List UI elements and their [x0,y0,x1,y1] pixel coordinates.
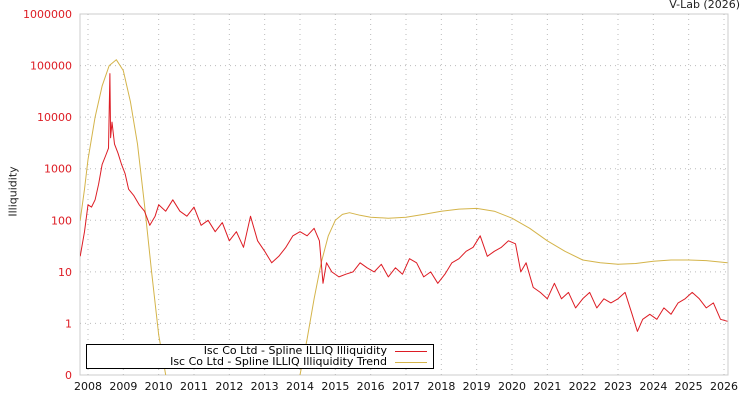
x-tick-label: 2009 [109,380,137,393]
y-tick-label: 1000 [44,163,72,176]
illiquidity-trend-line [80,59,728,375]
y-tick-label: 1000000 [23,8,72,21]
x-tick-label: 2020 [498,380,526,393]
x-tick-label: 2017 [392,380,420,393]
y-axis-label: Illiquidity [6,166,20,217]
x-tick-label: 2022 [569,380,597,393]
x-tick-label: 2015 [321,380,349,393]
credit-label: V-Lab (2026) [669,0,740,11]
y-tick-label: 100000 [30,60,72,73]
x-tick-label: 2024 [639,380,667,393]
x-tick-label: 2016 [357,380,385,393]
y-tick-label: 1 [65,317,72,330]
y-tick-label: 0 [65,369,72,382]
x-tick-label: 2025 [675,380,703,393]
x-tick-label: 2021 [533,380,561,393]
legend: Isc Co Ltd - Spline ILLIQ Illiquidity Is… [86,344,434,369]
legend-label: Isc Co Ltd - Spline ILLIQ Illiquidity Tr… [170,355,387,368]
legend-label: Isc Co Ltd - Spline ILLIQ Illiquidity [203,344,387,357]
x-tick-label: 2019 [463,380,491,393]
legend-item-trend: Isc Co Ltd - Spline ILLIQ Illiquidity Tr… [170,356,427,368]
x-tick-label: 2018 [427,380,455,393]
illiquidity-line [80,73,728,332]
x-tick-label: 2008 [74,380,102,393]
x-tick-label: 2023 [604,380,632,393]
x-tick-label: 2010 [145,380,173,393]
legend-swatch [395,350,427,352]
x-tick-label: 2014 [286,380,314,393]
legend-swatch [395,361,427,363]
y-tick-label: 100 [51,214,72,227]
x-tick-label: 2012 [215,380,243,393]
legend-item-illiquidity: Isc Co Ltd - Spline ILLIQ Illiquidity [204,345,427,357]
x-tick-label: 2013 [251,380,279,393]
plot-frame [79,13,729,376]
y-tick-label: 10000 [37,111,72,124]
x-tick-label: 2026 [710,380,738,393]
x-tick-label: 2011 [180,380,208,393]
y-tick-label: 10 [58,266,72,279]
